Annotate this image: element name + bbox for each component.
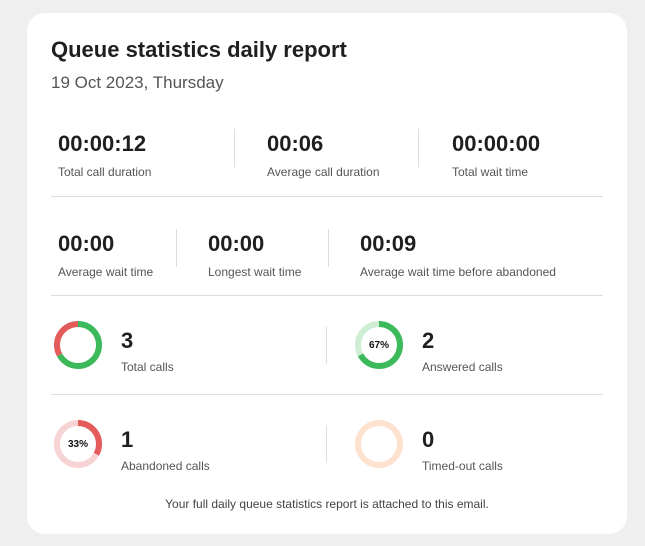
section-divider [51, 196, 603, 197]
metric-value: 00:09 [360, 231, 417, 256]
stat-value: 0 [422, 427, 435, 452]
stat-label: Total calls [121, 360, 174, 374]
donut-fill [355, 321, 403, 369]
footer-note: Your full daily queue statistics report … [165, 497, 489, 511]
abandoned-segment [54, 321, 102, 369]
timed-out-calls-donut [355, 420, 403, 468]
longest-wait-time-metric: 00:00 Longest wait time [208, 231, 301, 279]
metric-label: Total call duration [58, 165, 152, 179]
divider [326, 425, 327, 463]
stat-value: 2 [422, 328, 435, 353]
donut-track [355, 420, 403, 468]
stat-label: Timed-out calls [422, 459, 503, 473]
divider [176, 229, 177, 267]
donut-percent: 67% [368, 339, 389, 351]
divider [418, 129, 419, 167]
divider [234, 129, 235, 167]
section-divider [51, 295, 603, 296]
total-calls-donut [54, 321, 102, 369]
metric-value: 00:00 [208, 231, 265, 256]
duration-metrics-row: 00:00:12 Total call duration 00:06 Avera… [51, 125, 603, 197]
abandoned-calls-stat: 33% 1 Abandoned calls [53, 419, 313, 479]
total-calls-stat: 3 Total calls [53, 320, 313, 380]
stat-label: Answered calls [422, 360, 503, 374]
answered-calls-stat: 67% 2 Answered calls [354, 320, 614, 380]
section-divider [51, 394, 603, 395]
average-wait-time-metric: 00:00 Average wait time [58, 231, 153, 279]
wait-metrics-row: 00:00 Average wait time 00:00 Longest wa… [51, 225, 603, 297]
total-wait-time-metric: 00:00:00 Total wait time [452, 131, 540, 179]
donut-fill [54, 420, 102, 468]
total-call-duration-metric: 00:00:12 Total call duration [58, 131, 151, 179]
metric-label: Longest wait time [208, 265, 302, 279]
metric-label: Average wait time [58, 265, 154, 279]
report-card: Queue statistics daily report 19 Oct 202… [27, 13, 627, 534]
metric-label: Total wait time [452, 165, 529, 179]
average-call-duration-metric: 00:06 Average call duration [267, 131, 380, 179]
metric-label: Average call duration [267, 165, 380, 179]
metric-value: 00:00 [58, 231, 115, 256]
divider [328, 229, 329, 267]
metric-value: 00:00:00 [452, 131, 541, 156]
donut-percent: 33% [67, 438, 88, 450]
divider [326, 326, 327, 364]
report-date: 19 Oct 2023, Thursday [51, 73, 224, 92]
answered-calls-donut [355, 321, 403, 369]
metric-label: Average wait time before abandoned [360, 265, 556, 279]
abandoned-calls-donut [54, 420, 102, 468]
average-wait-before-abandoned-metric: 00:09 Average wait time before abandoned [360, 231, 556, 279]
report-title: Queue statistics daily report [51, 37, 347, 62]
stat-value: 1 [121, 427, 134, 452]
stat-value: 3 [121, 328, 134, 353]
metric-value: 00:06 [267, 131, 324, 156]
stat-label: Abandoned calls [121, 459, 210, 473]
timed-out-calls-stat: 0 Timed-out calls [354, 419, 614, 479]
metric-value: 00:00:12 [58, 131, 147, 156]
